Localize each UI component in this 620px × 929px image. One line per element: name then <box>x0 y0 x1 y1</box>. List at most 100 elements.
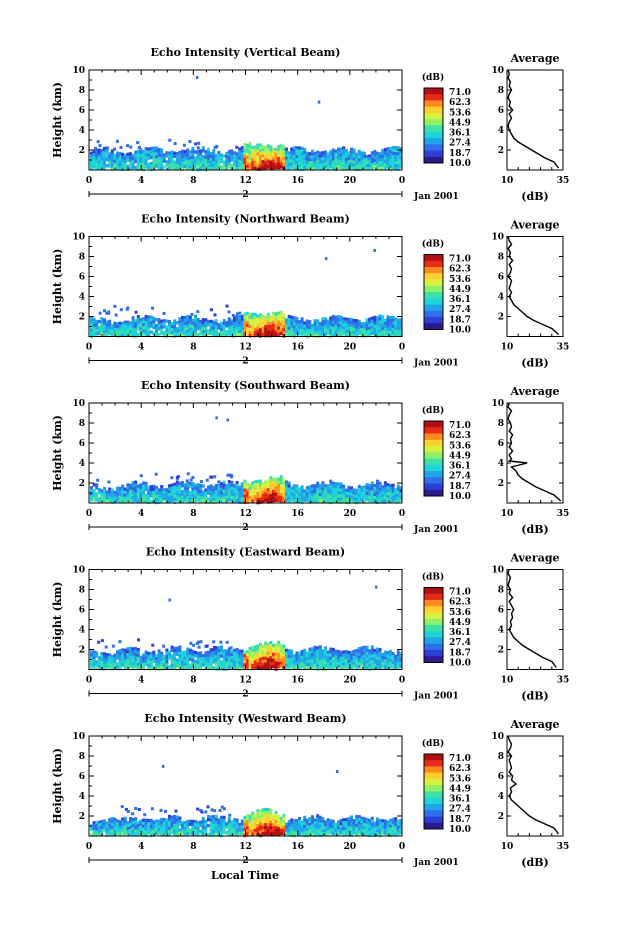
echo-cell <box>136 484 140 488</box>
x-tick-label: 16 <box>291 676 304 686</box>
echo-cell <box>233 322 236 326</box>
colorbar-tick-label: 36.1 <box>449 129 471 139</box>
echo-cell <box>90 160 93 165</box>
echo-cell <box>131 328 135 332</box>
echo-cell <box>389 149 392 154</box>
echo-cell <box>264 145 268 150</box>
echo-cell <box>95 154 99 158</box>
echo-cell <box>253 148 257 152</box>
echo-cell <box>368 821 372 826</box>
echo-cell <box>196 155 200 160</box>
echo-cell <box>147 333 151 337</box>
echo-cell <box>285 489 288 493</box>
echo-cell <box>233 325 236 329</box>
echo-cell <box>373 153 377 157</box>
echo-cell <box>303 166 307 170</box>
echo-cell <box>334 658 338 663</box>
echo-cell <box>357 652 361 657</box>
echo-cell <box>196 486 200 490</box>
echo-cell <box>159 808 163 812</box>
echo-cell <box>259 488 262 492</box>
colorbar-swatch <box>424 779 443 786</box>
echo-cell <box>155 146 158 150</box>
echo-cell <box>162 488 166 492</box>
echo-cell <box>373 162 377 166</box>
echo-cell <box>204 810 208 814</box>
echo-cell <box>253 663 257 667</box>
echo-cell <box>97 488 101 492</box>
echo-cell <box>235 827 239 831</box>
y-tick-label: 6 <box>79 439 85 449</box>
echo-cell <box>264 656 268 661</box>
echo-cell <box>287 154 291 158</box>
echo-cell <box>199 322 203 327</box>
echo-cell <box>331 656 335 661</box>
echo-cell <box>331 157 335 161</box>
echo-cell <box>248 141 252 146</box>
echo-cell <box>199 493 203 497</box>
y-tick-label: 4 <box>79 293 85 303</box>
echo-cell <box>126 323 130 327</box>
echo-cell <box>399 321 403 325</box>
echo-cell <box>204 497 208 501</box>
echo-cell <box>240 649 244 654</box>
echo-cell <box>300 820 304 824</box>
echo-cell <box>334 321 338 326</box>
echo-cell <box>308 491 312 495</box>
echo-cell <box>339 488 343 492</box>
echo-cell <box>144 153 148 157</box>
echo-cell <box>378 663 382 667</box>
echo-cell <box>248 814 252 818</box>
echo-cell <box>144 333 148 337</box>
echo-cell <box>191 146 195 151</box>
echo-cell <box>264 492 268 496</box>
echo-cell <box>344 650 348 654</box>
echo-cell <box>191 493 195 498</box>
echo-cell <box>95 824 99 828</box>
echo-cell <box>305 666 309 670</box>
echo-cell <box>194 323 197 327</box>
echo-cell <box>162 159 166 163</box>
echo-cell <box>212 494 216 499</box>
echo-cell <box>342 824 346 828</box>
echo-cell <box>324 664 327 668</box>
echo-cell <box>230 826 234 830</box>
echo-cell <box>318 333 322 338</box>
echo-cell <box>157 156 161 161</box>
echo-cell <box>339 665 343 670</box>
echo-cell <box>196 310 200 314</box>
echo-cell <box>269 644 273 648</box>
echo-cell <box>389 652 392 657</box>
echo-cell <box>129 646 132 651</box>
echo-cell <box>214 322 218 326</box>
echo-cell <box>316 832 320 836</box>
echo-cell <box>227 323 231 327</box>
echo-cell <box>269 500 273 504</box>
echo-cell <box>316 325 320 329</box>
echo-cell <box>108 328 112 333</box>
echo-cell <box>256 146 260 150</box>
echo-cell <box>360 328 364 332</box>
echo-cell <box>295 322 299 327</box>
echo-cell <box>352 166 356 171</box>
echo-cell <box>363 325 366 329</box>
echo-cell <box>391 148 395 153</box>
echo-cell <box>181 498 184 503</box>
echo-cell <box>188 324 192 329</box>
echo-cell <box>300 485 304 489</box>
echo-cell <box>259 645 262 650</box>
echo-cell <box>368 498 372 503</box>
echo-cell <box>370 660 374 664</box>
echo-cell <box>147 654 151 659</box>
echo-cell <box>178 332 182 336</box>
colorbar-swatch <box>424 260 443 268</box>
echo-cell <box>131 832 135 837</box>
echo-cell <box>134 319 138 323</box>
colorbar-swatch <box>424 88 443 95</box>
echo-cell <box>204 828 208 833</box>
echo-cell <box>129 486 132 491</box>
echo-cell <box>331 496 335 501</box>
echo-cell <box>365 832 369 837</box>
echo-cell <box>144 481 148 486</box>
colorbar-swatch <box>424 323 443 330</box>
